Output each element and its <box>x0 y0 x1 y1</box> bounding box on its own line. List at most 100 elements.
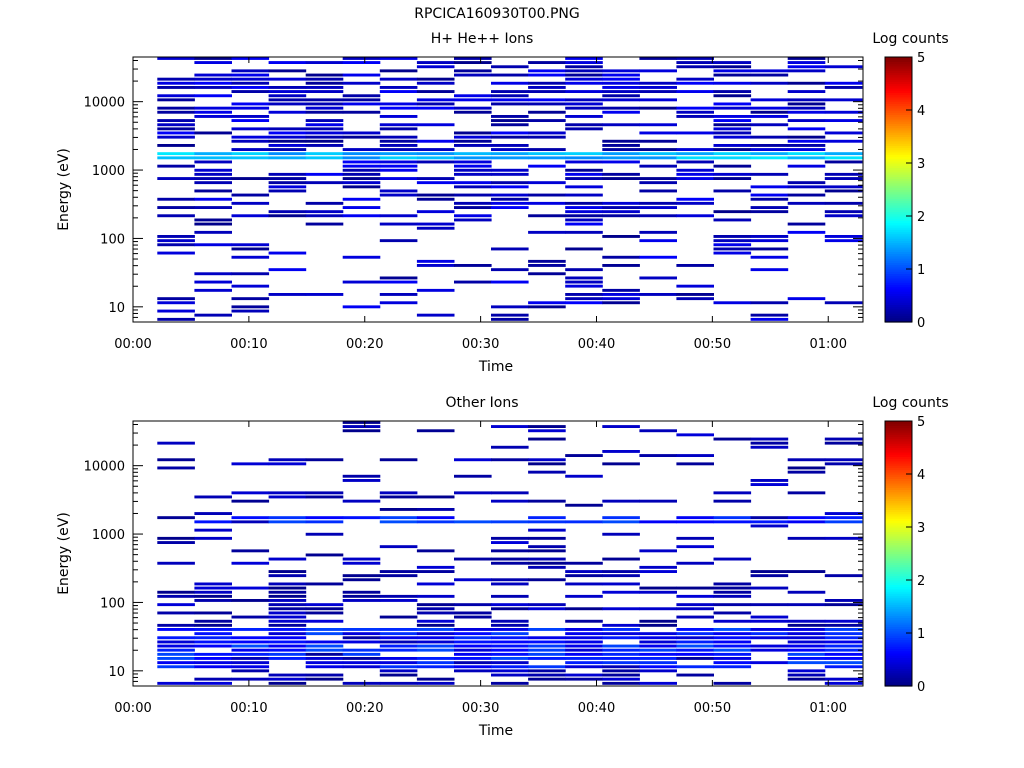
heatmap-cell <box>602 177 640 180</box>
heatmap-cell <box>750 313 789 317</box>
colorbar-segment <box>885 143 912 146</box>
heatmap-cell <box>750 574 789 578</box>
heatmap-cell <box>268 628 307 631</box>
colorbar-segment <box>885 498 912 502</box>
heatmap-cell <box>157 301 195 305</box>
heatmap-cell <box>416 516 455 520</box>
heatmap-cell <box>194 611 232 615</box>
heatmap-cell <box>491 317 529 321</box>
colorbar-frame <box>884 56 913 323</box>
heatmap-cell <box>454 139 492 143</box>
heatmap-cell <box>676 636 714 640</box>
heatmap-cell <box>194 168 232 172</box>
colorbar-segment <box>885 198 912 202</box>
colorbar-segment <box>885 180 912 184</box>
heatmap-cell <box>713 499 752 503</box>
heatmap-cell <box>602 214 640 218</box>
heatmap-cell <box>157 177 195 180</box>
y-tick-label: 1000 <box>92 528 125 543</box>
heatmap-cell <box>528 499 566 503</box>
heatmap-cell <box>787 669 826 673</box>
heatmap-cell <box>528 164 566 168</box>
heatmap-cell <box>268 603 307 607</box>
heatmap-cell <box>787 230 826 234</box>
heatmap-cell <box>268 98 307 102</box>
heatmap-cell <box>824 301 863 305</box>
heatmap-cell <box>565 628 603 631</box>
heatmap-cell <box>602 499 640 503</box>
heatmap-cell <box>342 561 381 565</box>
heatmap-cell <box>157 681 195 685</box>
heatmap-cell <box>454 181 492 185</box>
heatmap-cell <box>454 615 492 619</box>
heatmap-cell <box>416 61 455 64</box>
panel-title: H+ He++ Ions <box>431 31 534 47</box>
heatmap-cell <box>194 177 232 180</box>
heatmap-cell <box>305 77 344 81</box>
heatmap-cell <box>713 247 752 251</box>
colorbar-segment <box>885 423 912 427</box>
heatmap-cell <box>491 582 529 586</box>
heatmap-cell <box>676 284 714 288</box>
colorbar-tick-label: 3 <box>917 157 925 172</box>
heatmap-cell <box>342 652 381 656</box>
heatmap-cell <box>602 201 640 205</box>
heatmap-cell <box>157 239 195 243</box>
heatmap-cell <box>231 615 270 619</box>
colorbar-segment <box>885 582 912 586</box>
heatmap-cell <box>491 181 529 185</box>
heatmap-cell <box>268 86 307 89</box>
heatmap-cell <box>157 243 195 247</box>
colorbar-segment <box>885 310 912 314</box>
heatmap-cell <box>824 512 863 515</box>
heatmap-cell <box>750 156 789 160</box>
heatmap-cell <box>713 127 752 131</box>
colorbar-segment <box>885 593 912 597</box>
heatmap-cell <box>454 491 492 495</box>
heatmap-cell <box>305 152 344 156</box>
heatmap-cell <box>750 317 789 321</box>
colorbar-segment <box>885 670 912 674</box>
heatmap-cell <box>528 110 566 114</box>
heatmap-cell <box>454 69 492 73</box>
heatmap-cell <box>231 586 270 590</box>
heatmap-cell <box>342 185 381 189</box>
heatmap-cell <box>750 135 789 139</box>
heatmap-cell <box>528 628 566 631</box>
heatmap-cell <box>416 102 455 106</box>
heatmap-cell <box>342 578 381 582</box>
heatmap-cell <box>676 545 714 549</box>
heatmap-cell <box>157 164 195 168</box>
heatmap-cell <box>602 652 640 656</box>
colorbar-segment <box>885 92 912 96</box>
heatmap-cell <box>491 268 529 272</box>
colorbar-segment <box>885 282 912 286</box>
colorbar-segment <box>885 421 912 424</box>
heatmap-cell <box>305 81 344 85</box>
heatmap-cell <box>157 251 195 255</box>
heatmap-cell <box>787 69 826 73</box>
heatmap-cell <box>379 86 418 89</box>
heatmap-cell <box>787 623 826 627</box>
heatmap-cell <box>787 144 826 147</box>
colorbar-segment <box>885 507 912 510</box>
heatmap-cell <box>639 429 677 433</box>
heatmap-cell <box>602 301 640 305</box>
heatmap-cell <box>157 297 195 301</box>
heatmap-cell <box>305 652 344 656</box>
colorbar-segment <box>885 529 912 533</box>
colorbar-segment <box>885 621 912 625</box>
colorbar: 0 1 2 3 4 5 <box>884 415 925 695</box>
y-axis-label: Energy (eV) <box>56 148 72 231</box>
heatmap-cell <box>416 77 455 81</box>
heatmap-cell <box>157 661 195 665</box>
heatmap-cell <box>639 148 677 151</box>
heatmap-cell <box>824 131 863 135</box>
heatmap-cell <box>194 86 232 89</box>
heatmap-cell <box>231 69 270 73</box>
colorbar-segment <box>885 524 912 528</box>
heatmap-cell <box>713 69 752 73</box>
colorbar-segment <box>885 112 912 116</box>
y-tick-label: 100 <box>100 596 125 611</box>
heatmap-cell <box>305 210 344 214</box>
